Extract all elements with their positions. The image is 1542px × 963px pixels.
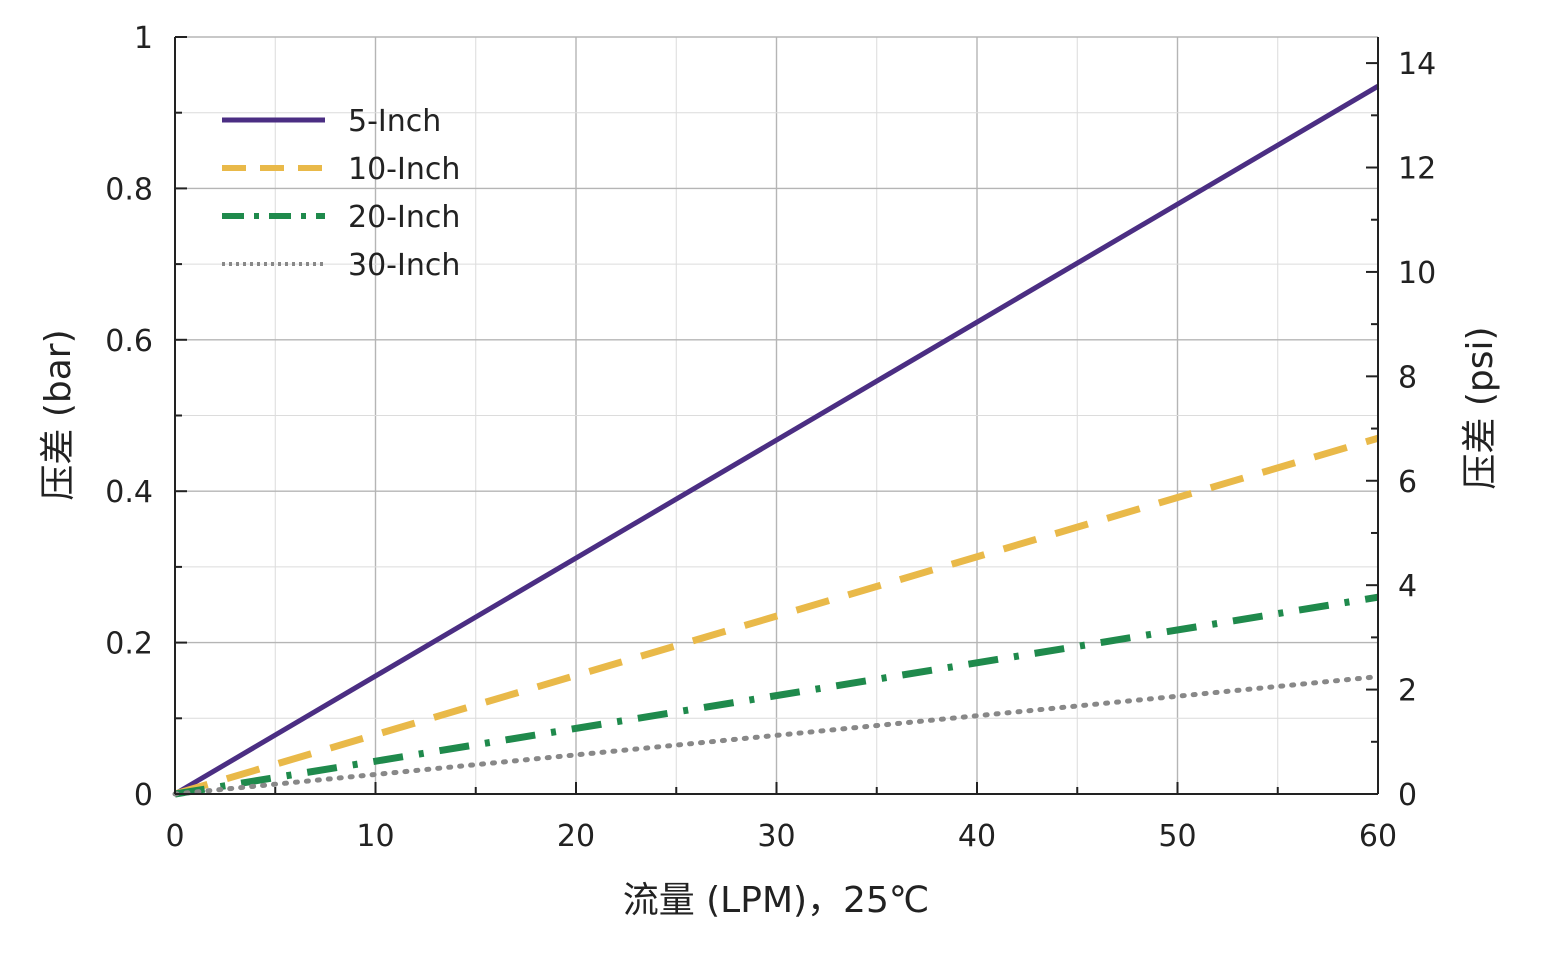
- y2-tick-label: 12: [1398, 152, 1436, 187]
- grid: [174, 36, 1379, 795]
- x-tick-label: 0: [165, 819, 184, 854]
- y2-tick-label: 14: [1398, 47, 1436, 82]
- y-tick-label: 0.8: [105, 172, 153, 207]
- y-tick-label: 0: [134, 778, 153, 813]
- legend-label: 5-Inch: [348, 104, 441, 139]
- y-tick-label: 0.2: [105, 627, 153, 662]
- x-tick-label: 10: [356, 819, 394, 854]
- y-tick-label: 1: [134, 21, 153, 56]
- y-tick-label: 0.6: [105, 324, 153, 359]
- y2-axis-label: 压差 (psi): [1460, 326, 1501, 489]
- y2-tick-label: 4: [1398, 569, 1417, 604]
- x-tick-label: 50: [1158, 819, 1196, 854]
- y2-tick-label: 6: [1398, 465, 1417, 500]
- legend: 5-Inch 10-Inch 20-Inch 30-Inch: [222, 104, 460, 283]
- series-line: [173, 84, 1380, 797]
- y2-tick-label: 2: [1398, 674, 1417, 709]
- legend-label: 20-Inch: [348, 200, 460, 235]
- y2-tick-label: 10: [1398, 256, 1436, 291]
- series-line: [174, 434, 1379, 798]
- series-line: [172, 674, 1381, 797]
- y2-tick-label: 0: [1398, 778, 1417, 813]
- x-tick-label: 40: [958, 819, 996, 854]
- y-tick-label: 0.4: [105, 475, 153, 510]
- x-tick-label: 60: [1359, 819, 1397, 854]
- x-tick-label: 20: [557, 819, 595, 854]
- series-lines: [172, 84, 1381, 798]
- legend-label: 30-Inch: [348, 248, 460, 283]
- legend-label: 10-Inch: [348, 152, 460, 187]
- y-axis-label: 压差 (bar): [38, 329, 79, 500]
- x-tick-label: 30: [757, 819, 795, 854]
- x-axis-label: 流量 (LPM)，25℃: [623, 880, 930, 921]
- y2-tick-label: 8: [1398, 360, 1417, 395]
- series-line: [174, 593, 1379, 798]
